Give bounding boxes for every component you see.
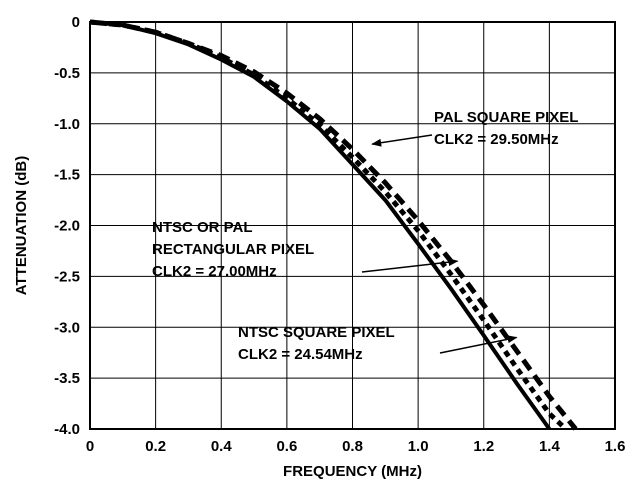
annotation-line: NTSC OR PAL [152,219,253,236]
annotation: PAL SQUARE PIXEL CLK2 = 29.50MHz [371,109,578,148]
x-tick-label: 0.2 [145,438,166,455]
y-tick-label: -3.0 [54,319,80,336]
annotation: NTSC SQUARE PIXEL CLK2 = 24.54MHz [238,324,518,363]
x-tick-label: 0.8 [342,438,363,455]
x-tick-label: 0.6 [276,438,297,455]
annotation-arrow [371,134,433,147]
annotation-line: CLK2 = 29.50MHz [434,131,559,148]
annotations: PAL SQUARE PIXEL CLK2 = 29.50MHz NTSC OR P… [152,109,578,363]
annotation-line: CLK2 = 27.00MHz [152,263,277,280]
x-tick-label: 1.6 [605,438,626,455]
x-tick-label: 1.0 [408,438,429,455]
y-tick-label: -2.5 [54,268,80,285]
series-group [89,19,578,431]
annotation-line: PAL SQUARE PIXEL [434,109,578,126]
y-tick-label: -1.0 [54,116,80,133]
y-tick-labels: 0 -0.5 -1.0 -1.5 -2.0 -2.5 -3.0 -3.5 -4.0 [54,14,80,438]
annotation-line: NTSC SQUARE PIXEL [238,324,395,341]
series-line-dashed [89,19,578,431]
x-tick-label: 1.2 [473,438,494,455]
x-tick-label: 1.4 [539,438,561,455]
x-tick-label: 0 [86,438,94,455]
x-tick-labels: 0 0.2 0.4 0.6 0.8 1.0 1.2 1.4 1.6 [86,438,626,455]
annotation: NTSC OR PAL RECTANGULAR PIXEL CLK2 = 27.00… [152,219,459,280]
series-line-dotted [89,19,568,431]
x-tick-label: 0.4 [211,438,233,455]
y-tick-label: 0 [72,14,80,31]
annotation-line: RECTANGULAR PIXEL [152,241,314,258]
annotation-arrow [439,335,518,354]
x-axis-title: FREQUENCY (MHz) [283,463,422,480]
annotation-line: CLK2 = 24.54MHz [238,346,363,363]
plot-frame [89,21,616,430]
annotation-arrow [361,258,459,273]
y-tick-label: -2.0 [54,218,80,235]
y-tick-label: -0.5 [54,65,80,82]
y-tick-label: -3.5 [54,370,80,387]
y-tick-label: -1.5 [54,167,80,184]
y-tick-label: -4.0 [54,421,80,438]
y-axis-title: ATTENUATION (dB) [13,156,30,295]
